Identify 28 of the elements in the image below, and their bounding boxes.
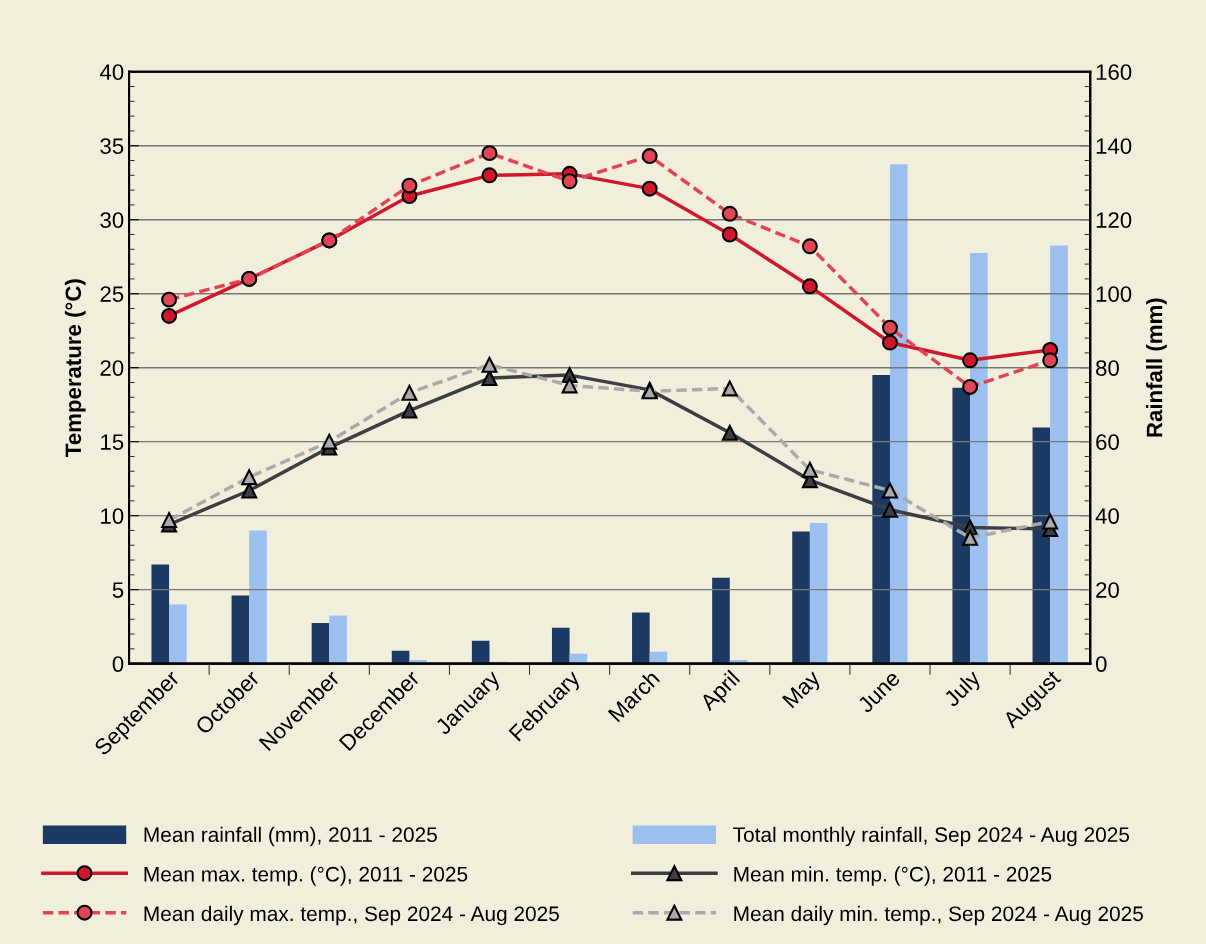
y-tick-label: 30 bbox=[100, 212, 124, 228]
legend-label: Mean daily max. temp., Sep 2024 - Aug 2025 bbox=[144, 905, 559, 926]
y2-tick-label: 100 bbox=[1096, 286, 1132, 302]
y-tick-label: 25 bbox=[100, 286, 124, 302]
y2-tick-label: 0 bbox=[1095, 656, 1107, 672]
legend-label: Mean rainfall (mm), 2011 - 2025 bbox=[144, 826, 437, 847]
y2-axis-title: Rainfall (mm) bbox=[1146, 298, 1167, 437]
y-tick-label: 0 bbox=[112, 656, 124, 672]
legend-label: Total monthly rainfall, Sep 2024 - Aug 2025 bbox=[733, 826, 1130, 847]
y2-tick-label: 60 bbox=[1096, 434, 1119, 450]
x-tick-label: May bbox=[782, 669, 825, 712]
legend-label: Mean daily min. temp., Sep 2024 - Aug 2025 bbox=[734, 905, 1143, 926]
y-tick-label: 5 bbox=[112, 582, 124, 598]
y2-tick-label: 80 bbox=[1096, 360, 1119, 376]
y2-tick-label: 20 bbox=[1096, 582, 1119, 598]
y2-tick-label: 40 bbox=[1095, 508, 1119, 524]
legend-label: Mean max. temp. (°C), 2011 - 2025 bbox=[144, 866, 468, 886]
y2-tick-label: 140 bbox=[1096, 138, 1132, 154]
y2-tick-label: 120 bbox=[1096, 212, 1132, 228]
x-tick-label: July bbox=[942, 668, 985, 711]
y-tick-label: 15 bbox=[101, 434, 124, 450]
y2-tick-label: 160 bbox=[1096, 64, 1132, 81]
y-axis-title: Temperature (°C) bbox=[64, 279, 86, 457]
y-tick-label: 40 bbox=[99, 64, 124, 81]
y-tick-label: 35 bbox=[100, 138, 124, 154]
legend-label: Mean min. temp. (°C), 2011 - 2025 bbox=[734, 866, 1052, 886]
y-tick-label: 10 bbox=[101, 508, 124, 524]
y-tick-label: 20 bbox=[100, 360, 124, 376]
